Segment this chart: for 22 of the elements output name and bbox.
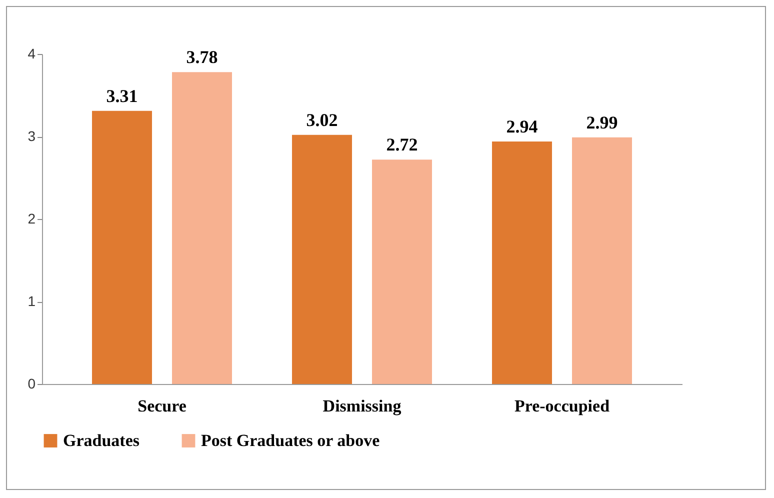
x-tick-label: Pre-occupied <box>514 396 610 416</box>
bar <box>372 160 432 384</box>
data-label: 2.72 <box>386 134 418 155</box>
bar <box>92 110 152 384</box>
legend-label: Post Graduates or above <box>201 430 380 450</box>
bar <box>292 134 352 384</box>
data-label: 3.31 <box>106 86 138 106</box>
bar <box>572 137 632 384</box>
data-label: 2.94 <box>506 116 538 136</box>
y-tick-label: 0 <box>28 376 36 392</box>
y-tick-label: 4 <box>28 46 36 62</box>
bar <box>492 141 552 384</box>
y-tick-label: 2 <box>28 210 36 226</box>
x-tick-label: Secure <box>138 396 187 416</box>
y-tick-label: 1 <box>28 293 36 309</box>
data-label: 2.99 <box>586 112 618 132</box>
data-label: 3.78 <box>186 47 218 68</box>
x-tick-label: Dismissing <box>322 396 402 416</box>
legend-label: Graduates <box>63 430 140 450</box>
data-label: 3.02 <box>306 110 338 130</box>
bar <box>172 72 232 384</box>
y-tick-label: 3 <box>28 128 36 144</box>
